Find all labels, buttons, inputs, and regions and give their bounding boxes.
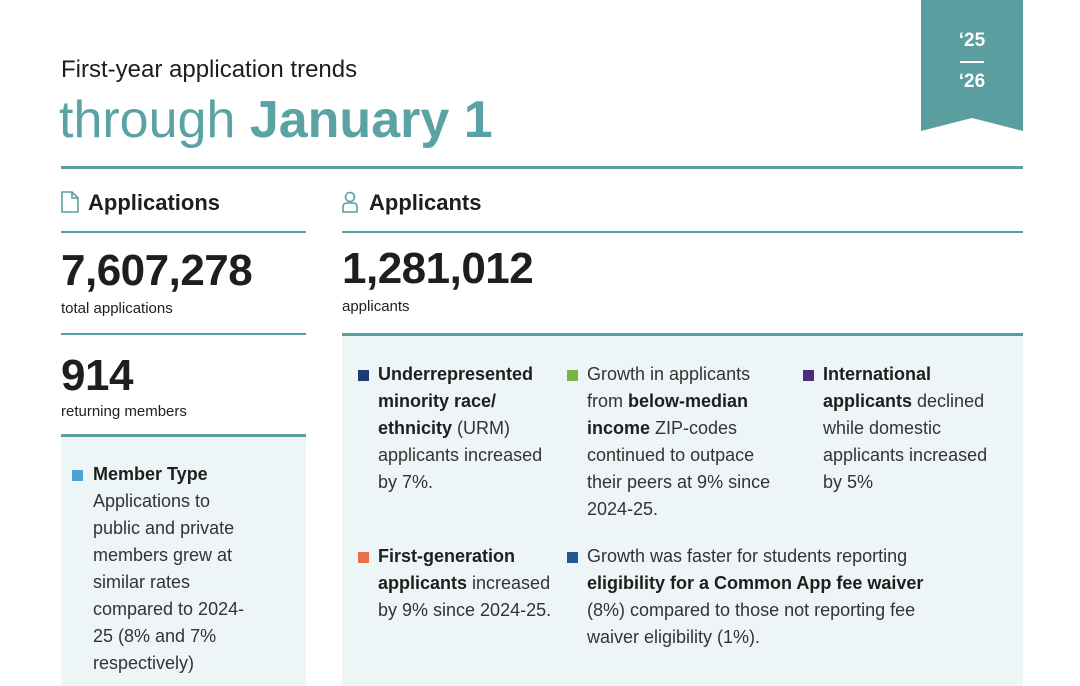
member-type-marker — [72, 470, 83, 481]
note-marker — [803, 370, 814, 381]
note-marker — [358, 370, 369, 381]
member-type-text: Applications to public and private membe… — [93, 491, 245, 673]
note-text: ZIP-codes continued to outpace their pee… — [587, 418, 771, 519]
note-bold: First-generation applicants — [378, 546, 516, 593]
note-text: Growth was faster for students reporting — [587, 546, 908, 566]
total-applications-label: total applications — [61, 300, 173, 317]
note-marker — [567, 370, 578, 381]
total-applications: 7,607,278 — [61, 246, 253, 295]
note: Growth in applicants from below-median i… — [587, 361, 787, 523]
note-bold: below-median income — [587, 391, 749, 438]
note-bold: eligibility for a Common App fee waiver — [587, 573, 924, 593]
total-applicants: 1,281,012 — [342, 244, 534, 293]
title-bold: January 1 — [249, 91, 493, 149]
subtitle: First-year application trends — [61, 56, 358, 83]
member-type-box — [61, 437, 306, 686]
note-text: Growth in applicants from — [587, 364, 751, 411]
member-type: Member Type Applications to public and pr… — [93, 461, 258, 677]
note-text: (8%) compared to those not reporting fee… — [587, 600, 916, 647]
person-icon — [342, 191, 358, 213]
note-marker — [358, 552, 369, 563]
note: International applicants declined while … — [823, 361, 1008, 496]
rule — [61, 434, 306, 437]
total-applicants-label: applicants — [342, 298, 410, 315]
badge-bottom: ‘26 — [958, 71, 986, 92]
note-text: (URM) applicants increased by 7%. — [378, 418, 543, 492]
member-type-heading: Member Type — [93, 464, 208, 484]
badge-top: ‘25 — [958, 30, 986, 51]
title: through January 1 — [59, 90, 493, 150]
note-bold: International applicants — [823, 364, 932, 411]
rule — [61, 333, 306, 335]
note: Growth was faster for students reporting… — [587, 543, 957, 651]
note-text: declined while domestic applicants incre… — [823, 391, 988, 492]
notes-box — [342, 335, 1023, 686]
returning-members: 914 — [61, 351, 133, 400]
rule — [342, 231, 1023, 233]
note-text: increased by 9% since 2024-25. — [378, 573, 552, 620]
rule — [61, 231, 306, 233]
doc-icon — [61, 191, 79, 213]
returning-members-label: returning members — [61, 403, 187, 420]
note-marker — [567, 552, 578, 563]
note-bold: Underrepresented minority race/ ethnicit… — [378, 364, 534, 438]
note: Underrepresented minority race/ ethnicit… — [378, 361, 553, 496]
badge — [921, 0, 1023, 131]
rule — [342, 333, 1023, 336]
top-rule — [61, 166, 1023, 169]
applicants-heading: Applicants — [369, 190, 482, 215]
applications-heading: Applications — [88, 190, 221, 215]
note: First-generation applicants increased by… — [378, 543, 553, 624]
title-light: through — [59, 91, 236, 149]
